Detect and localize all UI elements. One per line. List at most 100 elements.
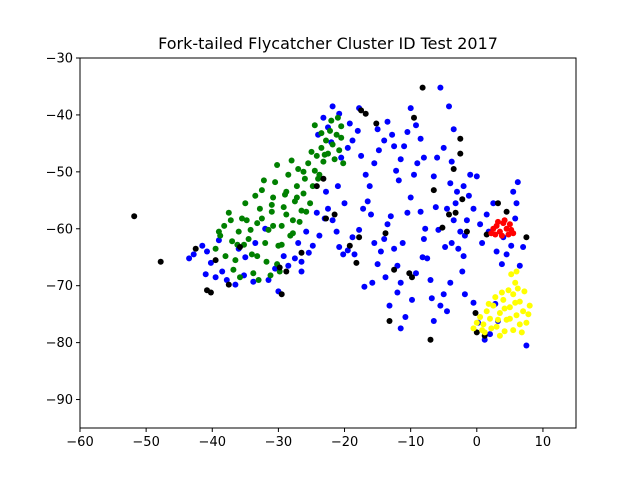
data-point [278,222,285,229]
x-tick-label: −30 [265,435,292,450]
data-point [307,200,314,207]
data-point [391,143,398,150]
data-point [328,117,335,124]
data-point [463,217,470,224]
x-tick-label: −40 [199,435,226,450]
data-point [223,277,230,283]
data-point [501,305,508,312]
data-point [437,84,444,91]
data-point [289,230,296,237]
data-point [301,175,308,182]
data-point [313,152,320,159]
data-point [252,240,259,246]
data-point [250,270,257,277]
data-point [254,253,261,260]
data-point [510,230,517,237]
data-point [325,205,331,212]
data-point [336,147,343,154]
data-point [237,244,243,250]
data-point [440,291,447,298]
data-point [503,251,510,258]
data-point [190,251,197,258]
data-point [340,160,347,167]
data-point [447,279,454,286]
data-point [448,158,455,165]
data-point [248,251,255,258]
data-point [510,188,517,195]
data-point [371,240,378,246]
data-point [333,228,340,235]
data-point [270,222,277,229]
x-tick-label: −10 [397,435,424,450]
data-point [498,261,505,268]
data-point [391,266,398,273]
data-point [242,254,249,261]
data-point [243,217,250,224]
data-point [349,234,356,241]
data-point [393,167,400,174]
data-point [495,200,501,207]
data-point [430,173,437,180]
data-point [514,179,521,186]
data-point [479,327,486,334]
data-point [399,240,406,246]
data-point [428,295,435,302]
y-axis: −30 −40 −50 −60 −70 −80 −90 [46,52,80,408]
data-point [289,217,296,224]
data-point [282,191,288,198]
x-tick-label: 0 [473,435,481,450]
data-point [495,218,501,225]
data-point [455,245,462,252]
data-point [448,240,455,246]
data-point [267,272,274,279]
data-point [465,192,472,199]
data-point [225,209,232,216]
data-point [419,84,426,91]
data-point [338,134,345,141]
data-point [340,251,347,258]
x-tick-label: 10 [535,435,552,450]
data-point [237,274,243,281]
data-point [256,205,263,212]
data-point [225,281,232,288]
data-point [207,259,214,266]
data-point [470,299,477,306]
data-point [318,144,325,151]
data-point [278,241,285,248]
data-point [371,160,378,167]
data-point [483,231,490,238]
data-point [373,120,380,127]
data-point [293,183,300,190]
data-point [409,296,415,303]
data-point [477,314,484,320]
data-point [186,255,193,262]
data-point [239,215,245,222]
data-point [272,265,279,272]
data-point [460,253,467,260]
data-point [338,123,345,130]
data-point [498,289,505,296]
y-tick-label: −40 [46,108,73,123]
data-point [229,238,236,245]
data-point [323,137,329,144]
data-point [490,200,497,207]
data-point [442,244,449,250]
data-point [303,208,310,215]
data-point [276,264,283,271]
data-point [420,236,427,242]
data-point [230,266,237,273]
data-point [296,218,303,225]
plot-frame [79,57,577,429]
data-point [212,245,219,252]
data-point [512,299,519,306]
data-point [215,228,222,235]
data-point [487,331,493,338]
data-point [285,171,292,178]
data-point [422,225,429,232]
data-point [510,291,517,298]
data-point [329,103,336,110]
data-point [366,183,373,190]
data-point [262,240,269,246]
data-point [479,240,486,246]
data-point [316,232,323,239]
